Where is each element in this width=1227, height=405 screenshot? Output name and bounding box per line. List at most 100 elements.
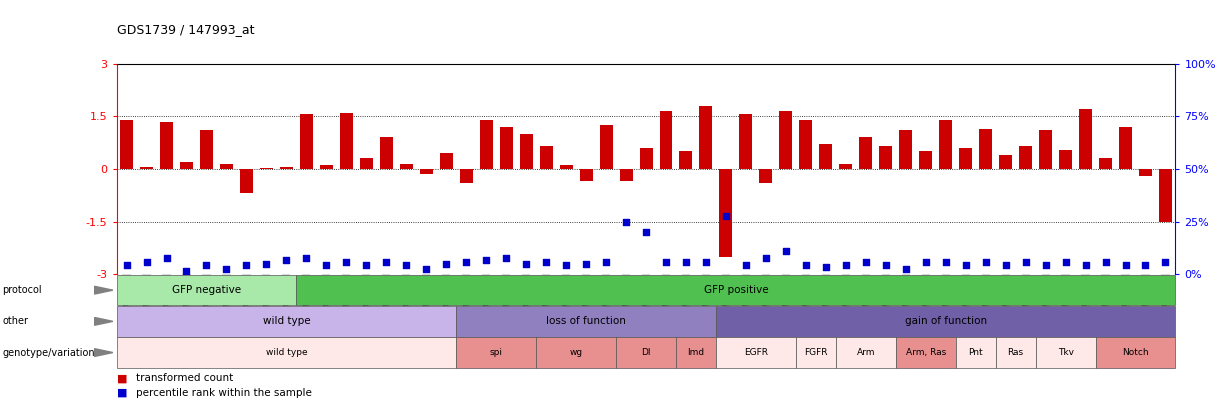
Bar	[560, 165, 573, 169]
Point	[437, 260, 456, 267]
Bar	[297, 275, 1175, 305]
Text: loss of function: loss of function	[546, 316, 626, 326]
Bar	[659, 111, 672, 169]
Bar	[719, 169, 733, 257]
Bar	[299, 115, 313, 169]
Point	[177, 267, 196, 274]
Bar	[715, 306, 1175, 337]
Bar	[160, 122, 173, 169]
Bar	[799, 120, 812, 169]
Text: FGFR: FGFR	[804, 348, 827, 357]
Bar	[360, 158, 373, 169]
Point	[756, 255, 775, 262]
Bar	[1099, 158, 1112, 169]
Bar	[117, 275, 297, 305]
Point	[336, 259, 356, 265]
Text: Ras: Ras	[1007, 348, 1023, 357]
Point	[1156, 259, 1175, 265]
Bar	[140, 167, 153, 169]
Bar	[836, 337, 896, 368]
Bar	[839, 164, 853, 169]
Point	[416, 266, 436, 272]
Text: spi: spi	[490, 348, 503, 357]
Text: GDS1739 / 147993_at: GDS1739 / 147993_at	[117, 23, 254, 36]
Bar	[280, 167, 293, 169]
Point	[956, 262, 975, 269]
Bar	[117, 306, 456, 337]
Point	[377, 259, 396, 265]
Text: ■: ■	[117, 373, 128, 383]
Bar	[1139, 169, 1152, 176]
Text: lmd: lmd	[687, 348, 704, 357]
Point	[1016, 259, 1036, 265]
Point	[775, 248, 795, 255]
Point	[1096, 259, 1115, 265]
Bar	[979, 128, 993, 169]
Bar	[499, 127, 513, 169]
Point	[876, 262, 896, 269]
Bar	[420, 169, 433, 174]
Point	[456, 259, 476, 265]
Point	[596, 259, 616, 265]
Text: transformed count: transformed count	[136, 373, 233, 383]
Bar	[456, 306, 715, 337]
Point	[836, 262, 855, 269]
Point	[717, 213, 736, 220]
Bar	[180, 162, 193, 169]
Text: GFP negative: GFP negative	[172, 285, 240, 295]
Point	[217, 266, 237, 272]
Polygon shape	[94, 349, 113, 356]
Bar	[620, 169, 633, 181]
Bar	[1096, 337, 1175, 368]
Bar	[1119, 127, 1133, 169]
Point	[157, 255, 177, 262]
Text: other: other	[2, 316, 28, 326]
Bar	[880, 146, 892, 169]
Text: GFP positive: GFP positive	[703, 285, 768, 295]
Text: wg: wg	[569, 348, 583, 357]
Bar	[200, 130, 213, 169]
Bar	[699, 106, 713, 169]
Bar	[600, 125, 612, 169]
Bar	[616, 337, 676, 368]
Text: ■: ■	[117, 388, 128, 398]
Text: protocol: protocol	[2, 285, 42, 295]
Point	[1036, 262, 1055, 269]
Point	[357, 262, 377, 269]
Point	[796, 262, 816, 269]
Point	[975, 259, 995, 265]
Bar	[899, 130, 912, 169]
Point	[656, 259, 676, 265]
Bar	[859, 137, 872, 169]
Bar	[960, 148, 972, 169]
Bar	[715, 337, 796, 368]
Point	[915, 259, 935, 265]
Point	[556, 262, 575, 269]
Bar	[796, 337, 836, 368]
Point	[996, 262, 1016, 269]
Bar	[240, 169, 253, 194]
Bar	[1036, 337, 1096, 368]
Point	[816, 264, 836, 271]
Bar	[995, 337, 1036, 368]
Bar	[1039, 130, 1052, 169]
Text: Arm: Arm	[856, 348, 875, 357]
Point	[136, 259, 156, 265]
Point	[517, 260, 536, 267]
Bar	[956, 337, 995, 368]
Bar	[760, 169, 772, 183]
Bar	[380, 137, 393, 169]
Bar	[520, 134, 533, 169]
Text: wild type: wild type	[265, 348, 307, 357]
Bar	[480, 120, 493, 169]
Point	[676, 259, 696, 265]
Bar	[939, 120, 952, 169]
Point	[476, 257, 496, 263]
Point	[636, 229, 655, 235]
Point	[317, 262, 336, 269]
Bar	[999, 155, 1012, 169]
Bar	[896, 337, 956, 368]
Point	[276, 257, 296, 263]
Point	[856, 259, 876, 265]
Bar	[117, 337, 456, 368]
